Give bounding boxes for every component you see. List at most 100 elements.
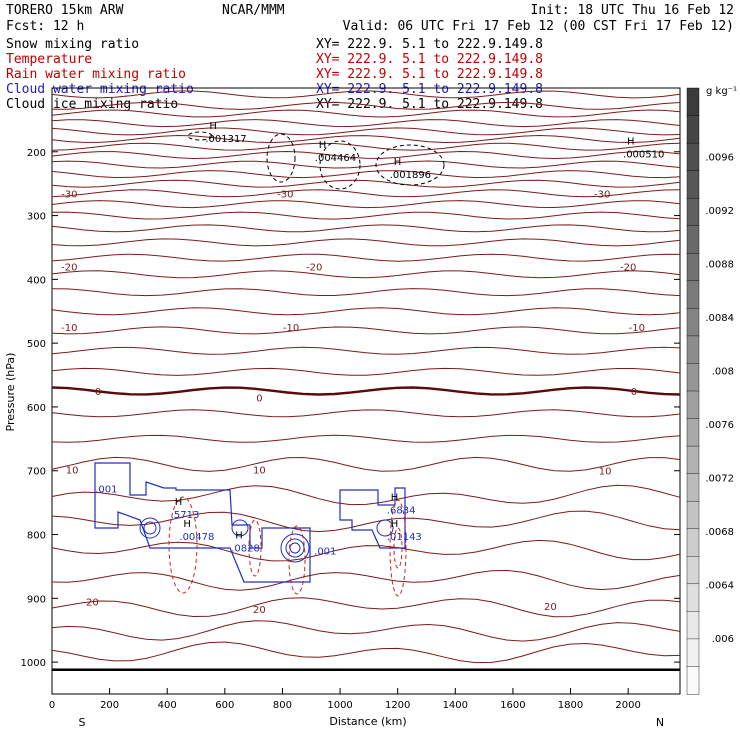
snow-contour (375, 144, 445, 186)
y-tick-label: 200 (27, 148, 46, 159)
temperature-contour (51, 484, 681, 506)
colorbar-tick-label: .0096 (705, 153, 734, 164)
y-tick-label: 300 (27, 212, 46, 223)
temperature-contour (51, 307, 681, 316)
maximum-value: .000510 (623, 149, 664, 160)
temperature-label: 20 (253, 605, 266, 616)
legend-xy: XY= 222.9. 5.1 to 222.9.149.8 (316, 67, 543, 82)
temperature-contour (51, 253, 681, 262)
snow-contour (187, 131, 213, 141)
colorbar-tick-label: .0076 (705, 420, 734, 431)
legend-label: Rain water mixing ratio (6, 67, 186, 82)
valid-time: Valid: 06 UTC Fri 17 Feb 12 (00 CST Fri … (343, 19, 734, 34)
temperature-contour (51, 346, 681, 355)
temperature-label: 10 (66, 465, 79, 476)
forecast-hour: Fcst: 12 h (6, 19, 84, 34)
temperature-label: 0 (256, 393, 262, 404)
snow-contour (266, 133, 296, 183)
colorbar-segment (686, 142, 700, 172)
temperature-contour (51, 238, 681, 247)
cloud-water-core (231, 519, 249, 537)
freezing-level-contour (51, 386, 681, 396)
temperature-label: 10 (599, 467, 612, 478)
temperature-contour (51, 119, 681, 128)
legend-xy: XY= 222.9. 5.1 to 222.9.149.8 (316, 37, 543, 52)
maximum-value: .004464 (315, 153, 356, 164)
colorbar-segment (686, 418, 700, 447)
rain-water-contour (393, 527, 403, 569)
colorbar-tick-label: .0084 (705, 313, 734, 324)
temperature-contour (51, 510, 681, 533)
temperature-label: -20 (306, 263, 322, 274)
cloud-water-label: .001 (95, 485, 117, 496)
legend-xy: XY= 222.9. 5.1 to 222.9.149.8 (316, 97, 543, 112)
init-time: Init: 18 UTC Thu 16 Feb 12 (531, 3, 735, 18)
colorbar-segment (686, 556, 700, 585)
maximum-marker: H (209, 121, 217, 132)
temperature-label: 0 (95, 387, 101, 398)
colorbar-segment (686, 308, 700, 337)
temperature-contour (51, 597, 681, 618)
x-tick-label: 1200 (385, 700, 410, 711)
colorbar: .006 .0064 .0068 .0072 .0076 .008 .0084 .0088 .0… (686, 86, 737, 695)
colorbar-tick-label: .008 (712, 367, 734, 378)
maximum-value: .01143 (387, 532, 422, 543)
legend-label: Snow mixing ratio (6, 37, 139, 52)
temperature-contour (51, 326, 681, 335)
cloud-water-core (143, 521, 157, 535)
y-tick-label: 1000 (21, 658, 46, 669)
maximum-marker: H (235, 531, 243, 542)
x-axis-label: Distance (km) (329, 715, 406, 728)
temperature-contour (51, 409, 681, 418)
temperature-label: -10 (61, 323, 77, 334)
maximum-value: .6834 (387, 505, 416, 516)
x-tick-label: 600 (215, 700, 234, 711)
temperature-contour (51, 539, 681, 562)
temperature-label: 0 (631, 387, 637, 398)
y-tick-label: 700 (27, 467, 46, 478)
colorbar-unit: g kg⁻¹ (706, 86, 737, 97)
x-tick-label: 1800 (558, 700, 583, 711)
colorbar-tick-label: .0092 (705, 206, 734, 217)
colorbar-segment (686, 500, 700, 530)
temperature-label: -30 (61, 189, 77, 200)
temperature-label: -10 (283, 323, 299, 334)
colorbar-tick-label: .0064 (705, 581, 734, 592)
temperature-contour (51, 150, 681, 160)
legend-label: Cloud water mixing ratio (6, 82, 194, 97)
cloud-water-core (289, 542, 301, 554)
maximum-marker: H (183, 519, 191, 530)
temperature-contour (51, 189, 681, 198)
temperature-label: 20 (544, 602, 557, 613)
x-tick-label: 200 (100, 700, 119, 711)
temperature-contour (51, 641, 681, 664)
colorbar-segment (686, 170, 700, 199)
temperature-label: -20 (61, 263, 77, 274)
temperature-contour (51, 569, 681, 591)
north-end-label: N (656, 716, 664, 729)
colorbar-segment (686, 280, 700, 310)
contour-labels: -30 -30 -30 -20 -20 -20 -10 -10 -10 0 0 0 10 10 10 20 20… (61, 121, 664, 616)
temperature-label: -10 (629, 323, 645, 334)
legend-xy: XY= 222.9. 5.1 to 222.9.149.8 (316, 52, 543, 67)
maximum-value: .001317 (205, 134, 246, 145)
cloud-water-core (139, 517, 161, 539)
cloud-water-label: .001 (314, 546, 336, 557)
colorbar-segment (686, 335, 700, 365)
maximum-marker: H (627, 136, 635, 147)
cloud-water-core (285, 538, 305, 558)
temperature-label: 10 (253, 465, 266, 476)
maximum-value: .001896 (390, 170, 431, 181)
y-axis-label: Pressure (hPa) (4, 353, 17, 432)
colorbar-tick-label: .0072 (705, 474, 734, 485)
y-tick-label: 800 (27, 531, 46, 542)
legend-label: Temperature (6, 52, 92, 67)
hydrometeor-contours (94, 131, 445, 597)
maximum-marker: H (175, 497, 183, 508)
legend-label: Cloud ice mixing ratio (6, 97, 178, 112)
maximum-marker: H (391, 492, 399, 503)
field-legend: Snow mixing ratio XY= 222.9. 5.1 to 222.9… (6, 37, 543, 112)
colorbar-segment (686, 390, 700, 420)
